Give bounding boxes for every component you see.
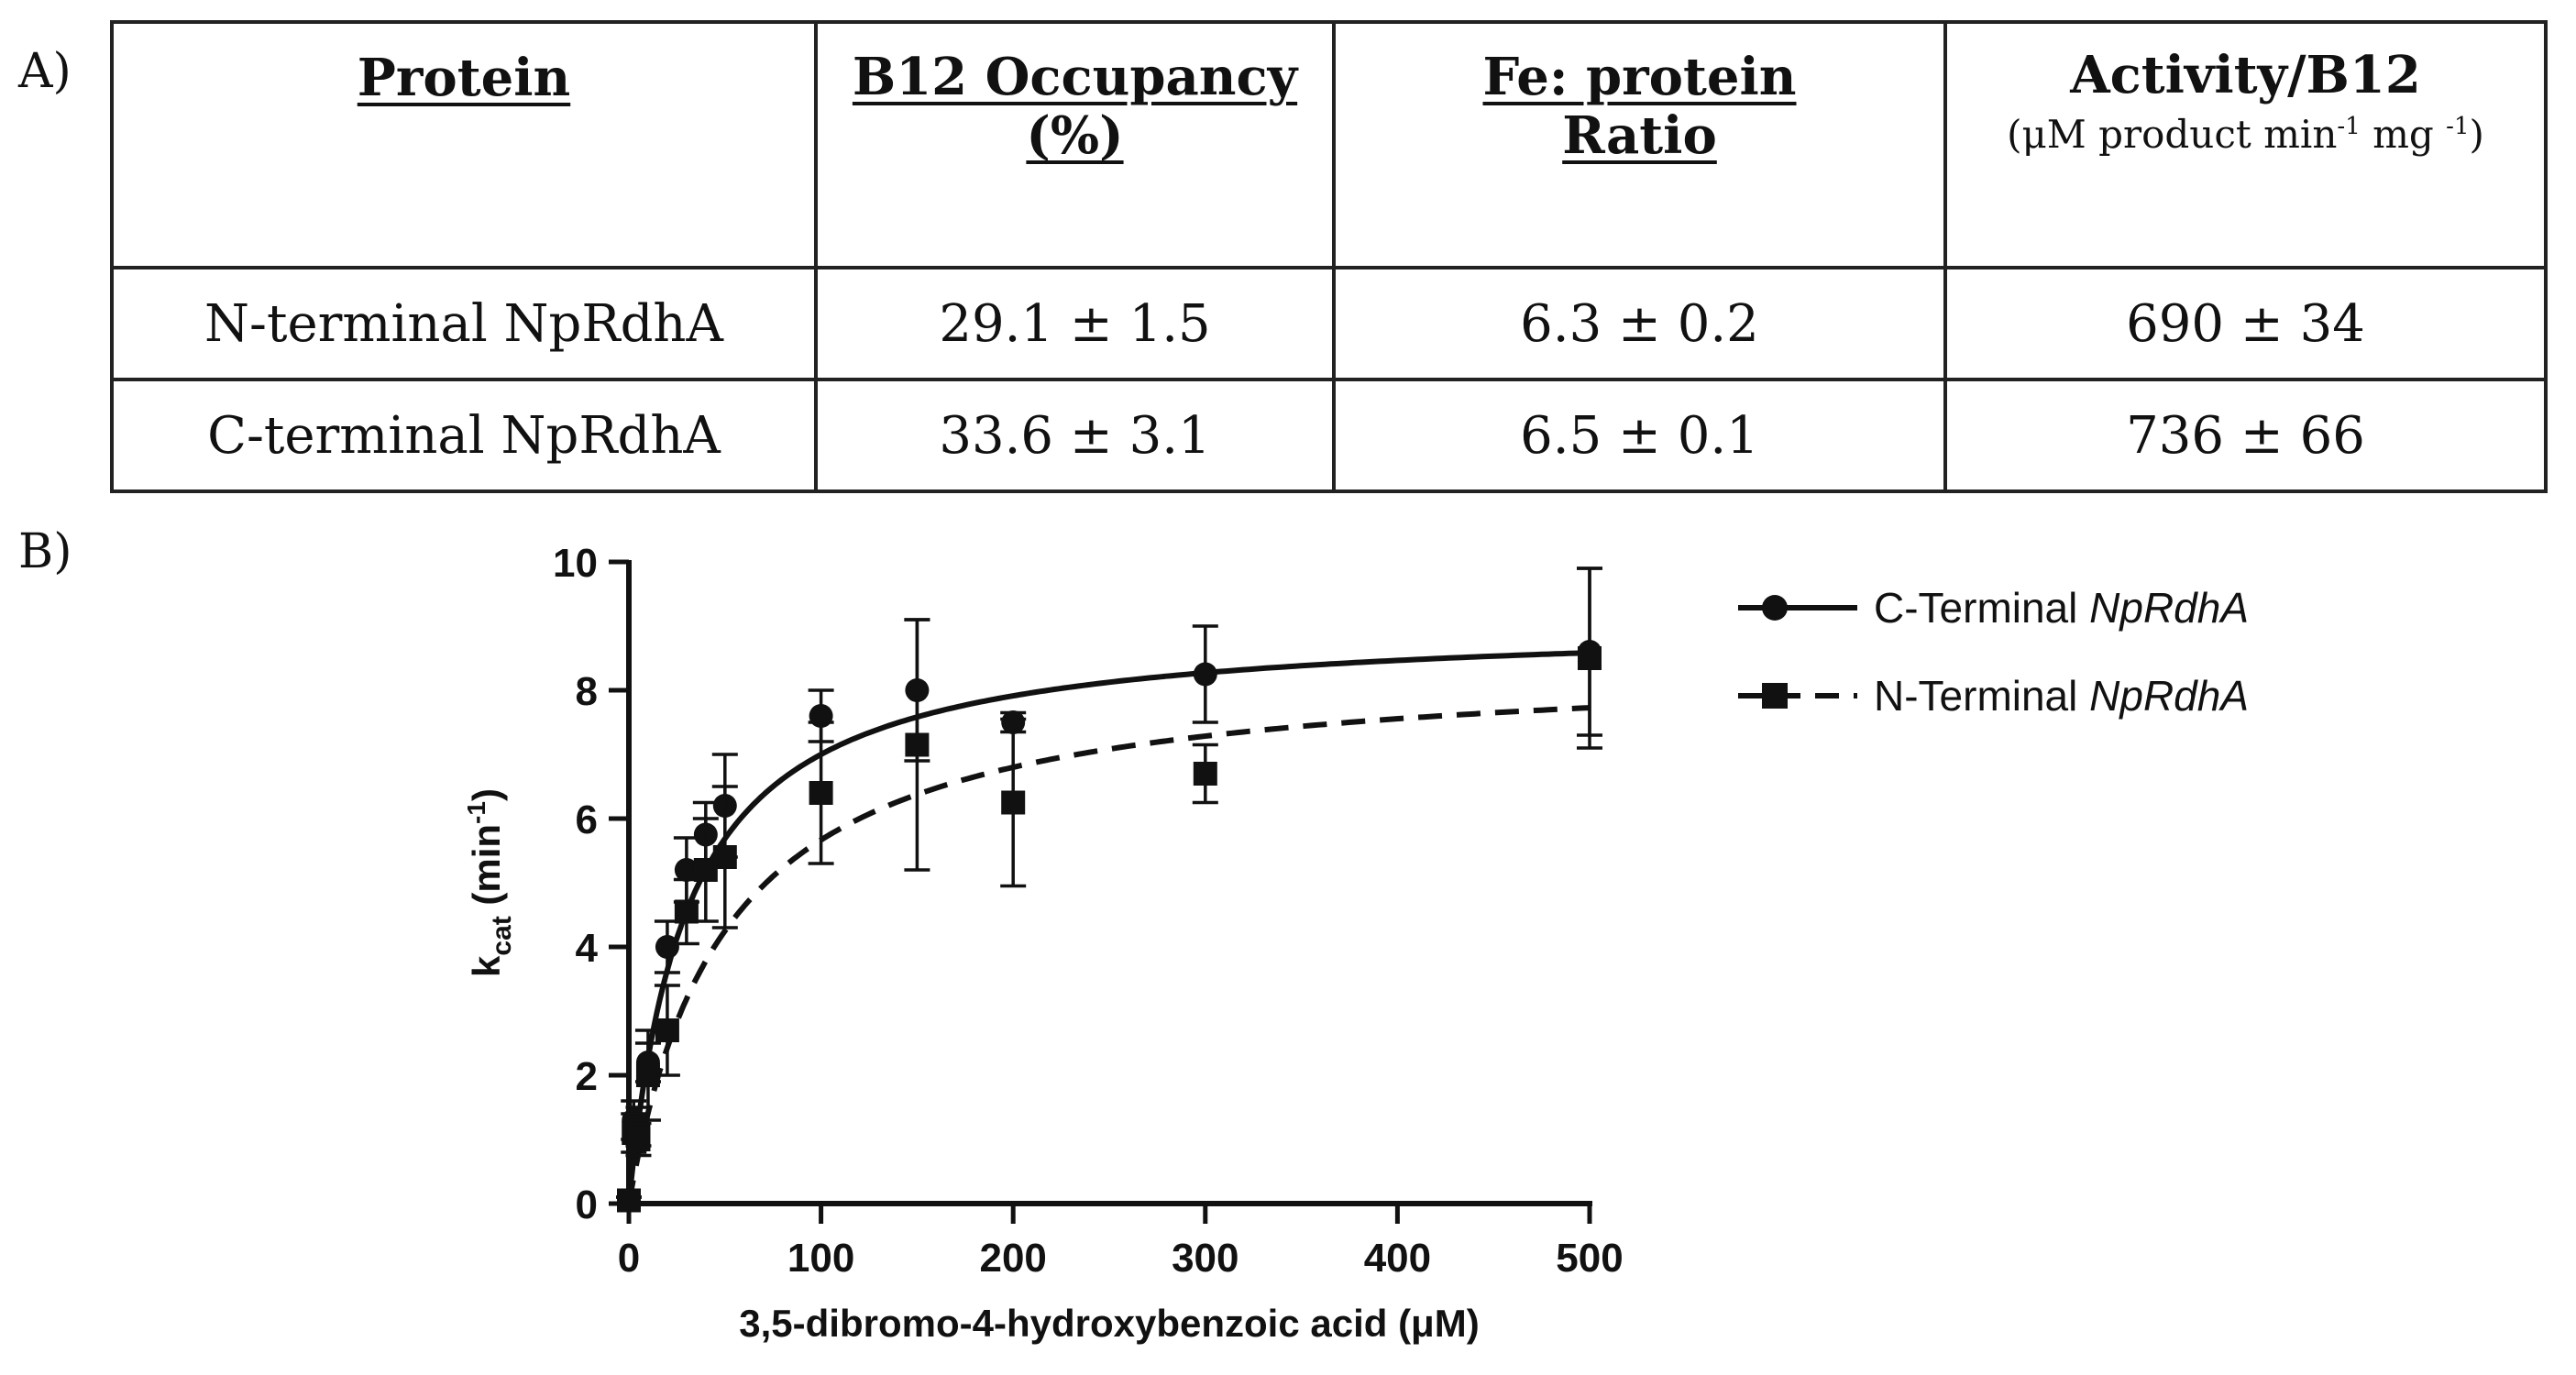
n-terminal-point (617, 1188, 641, 1213)
c-terminal-point (674, 858, 699, 882)
c-terminal-point (655, 935, 679, 959)
table-row: N-terminal NpRdhA 29.1 ± 1.5 6.3 ± 0.2 6… (110, 266, 2548, 381)
n-terminal-legend-label: N-Terminal NpRdhA (1874, 672, 2249, 720)
n-terminal-fit-curve (626, 705, 1591, 1204)
header-activity: Activity/B12 (μM product min-1 mg -1) (1943, 20, 2548, 270)
n-terminal-point (626, 1128, 651, 1151)
cell-protein: N-terminal NpRdhA (110, 266, 818, 381)
x-tick-label: 100 (787, 1236, 854, 1281)
n-terminal-point (655, 1018, 679, 1042)
x-tick-label: 500 (1556, 1236, 1623, 1281)
x-tick-label: 200 (979, 1236, 1046, 1281)
x-tick-label: 0 (618, 1236, 640, 1281)
y-tick-label: 8 (576, 669, 598, 714)
header-activity-units: (μM product min-1 mg -1) (2007, 111, 2484, 157)
header-b12-line1: B12 Occupancy (852, 47, 1298, 107)
table-row: C-terminal NpRdhA 33.6 ± 3.1 6.5 ± 0.1 7… (110, 378, 2548, 493)
cell-activity: 736 ± 66 (1943, 378, 2548, 493)
header-b12-occupancy: B12 Occupancy (%) (814, 20, 1336, 270)
x-tick-label: 300 (1172, 1236, 1238, 1281)
cell-b12: 33.6 ± 3.1 (814, 378, 1336, 493)
n-terminal-point (1578, 646, 1602, 670)
header-fe-line1: Fe: protein (1482, 47, 1797, 107)
n-terminal-point (1001, 790, 1026, 815)
protein-properties-table: Protein B12 Occupancy (%) Fe: protein Ra… (110, 20, 2548, 493)
n-terminal-point (809, 781, 833, 805)
y-tick-label: 4 (576, 926, 599, 971)
table-header-row: Protein B12 Occupancy (%) Fe: protein Ra… (110, 20, 2548, 270)
cell-fe: 6.5 ± 0.1 (1332, 378, 1947, 493)
n-terminal-point (905, 732, 930, 757)
y-tick-label: 0 (576, 1182, 598, 1227)
x-tick-label: 400 (1364, 1236, 1431, 1281)
c-terminal-fit-curve (626, 650, 1591, 1204)
n-terminal-legend-marker (1762, 683, 1788, 709)
panel-a-label: A) (18, 44, 72, 99)
header-fe-line2: Ratio (1562, 105, 1717, 167)
n-terminal-point (1193, 762, 1217, 786)
c-terminal-point (1193, 662, 1217, 687)
header-activity-label: Activity/B12 (2070, 45, 2421, 105)
x-axis-title: 3,5-dibromo-4-hydroxybenzoic acid (μM) (739, 1302, 1479, 1345)
n-terminal-point (712, 845, 737, 869)
header-fe-ratio: Fe: protein Ratio (1332, 20, 1947, 270)
panel-b-label: B) (18, 524, 72, 579)
header-b12-line2: (%) (1026, 105, 1124, 167)
header-protein: Protein (110, 20, 818, 270)
y-tick-label: 6 (576, 798, 598, 842)
cell-activity: 690 ± 34 (1943, 266, 2548, 381)
c-terminal-legend-label: C-Terminal NpRdhA (1874, 584, 2249, 632)
cell-protein: C-terminal NpRdhA (110, 378, 818, 493)
y-tick-label: 10 (553, 541, 598, 586)
cell-fe: 6.3 ± 0.2 (1332, 266, 1947, 381)
cell-b12: 29.1 ± 1.5 (814, 266, 1336, 381)
y-tick-label: 2 (576, 1054, 598, 1099)
c-terminal-legend-marker (1762, 595, 1788, 621)
n-terminal-point (674, 899, 699, 924)
header-protein-label: Protein (357, 48, 571, 108)
y-axis-title: kcat (min-1) (462, 788, 517, 977)
